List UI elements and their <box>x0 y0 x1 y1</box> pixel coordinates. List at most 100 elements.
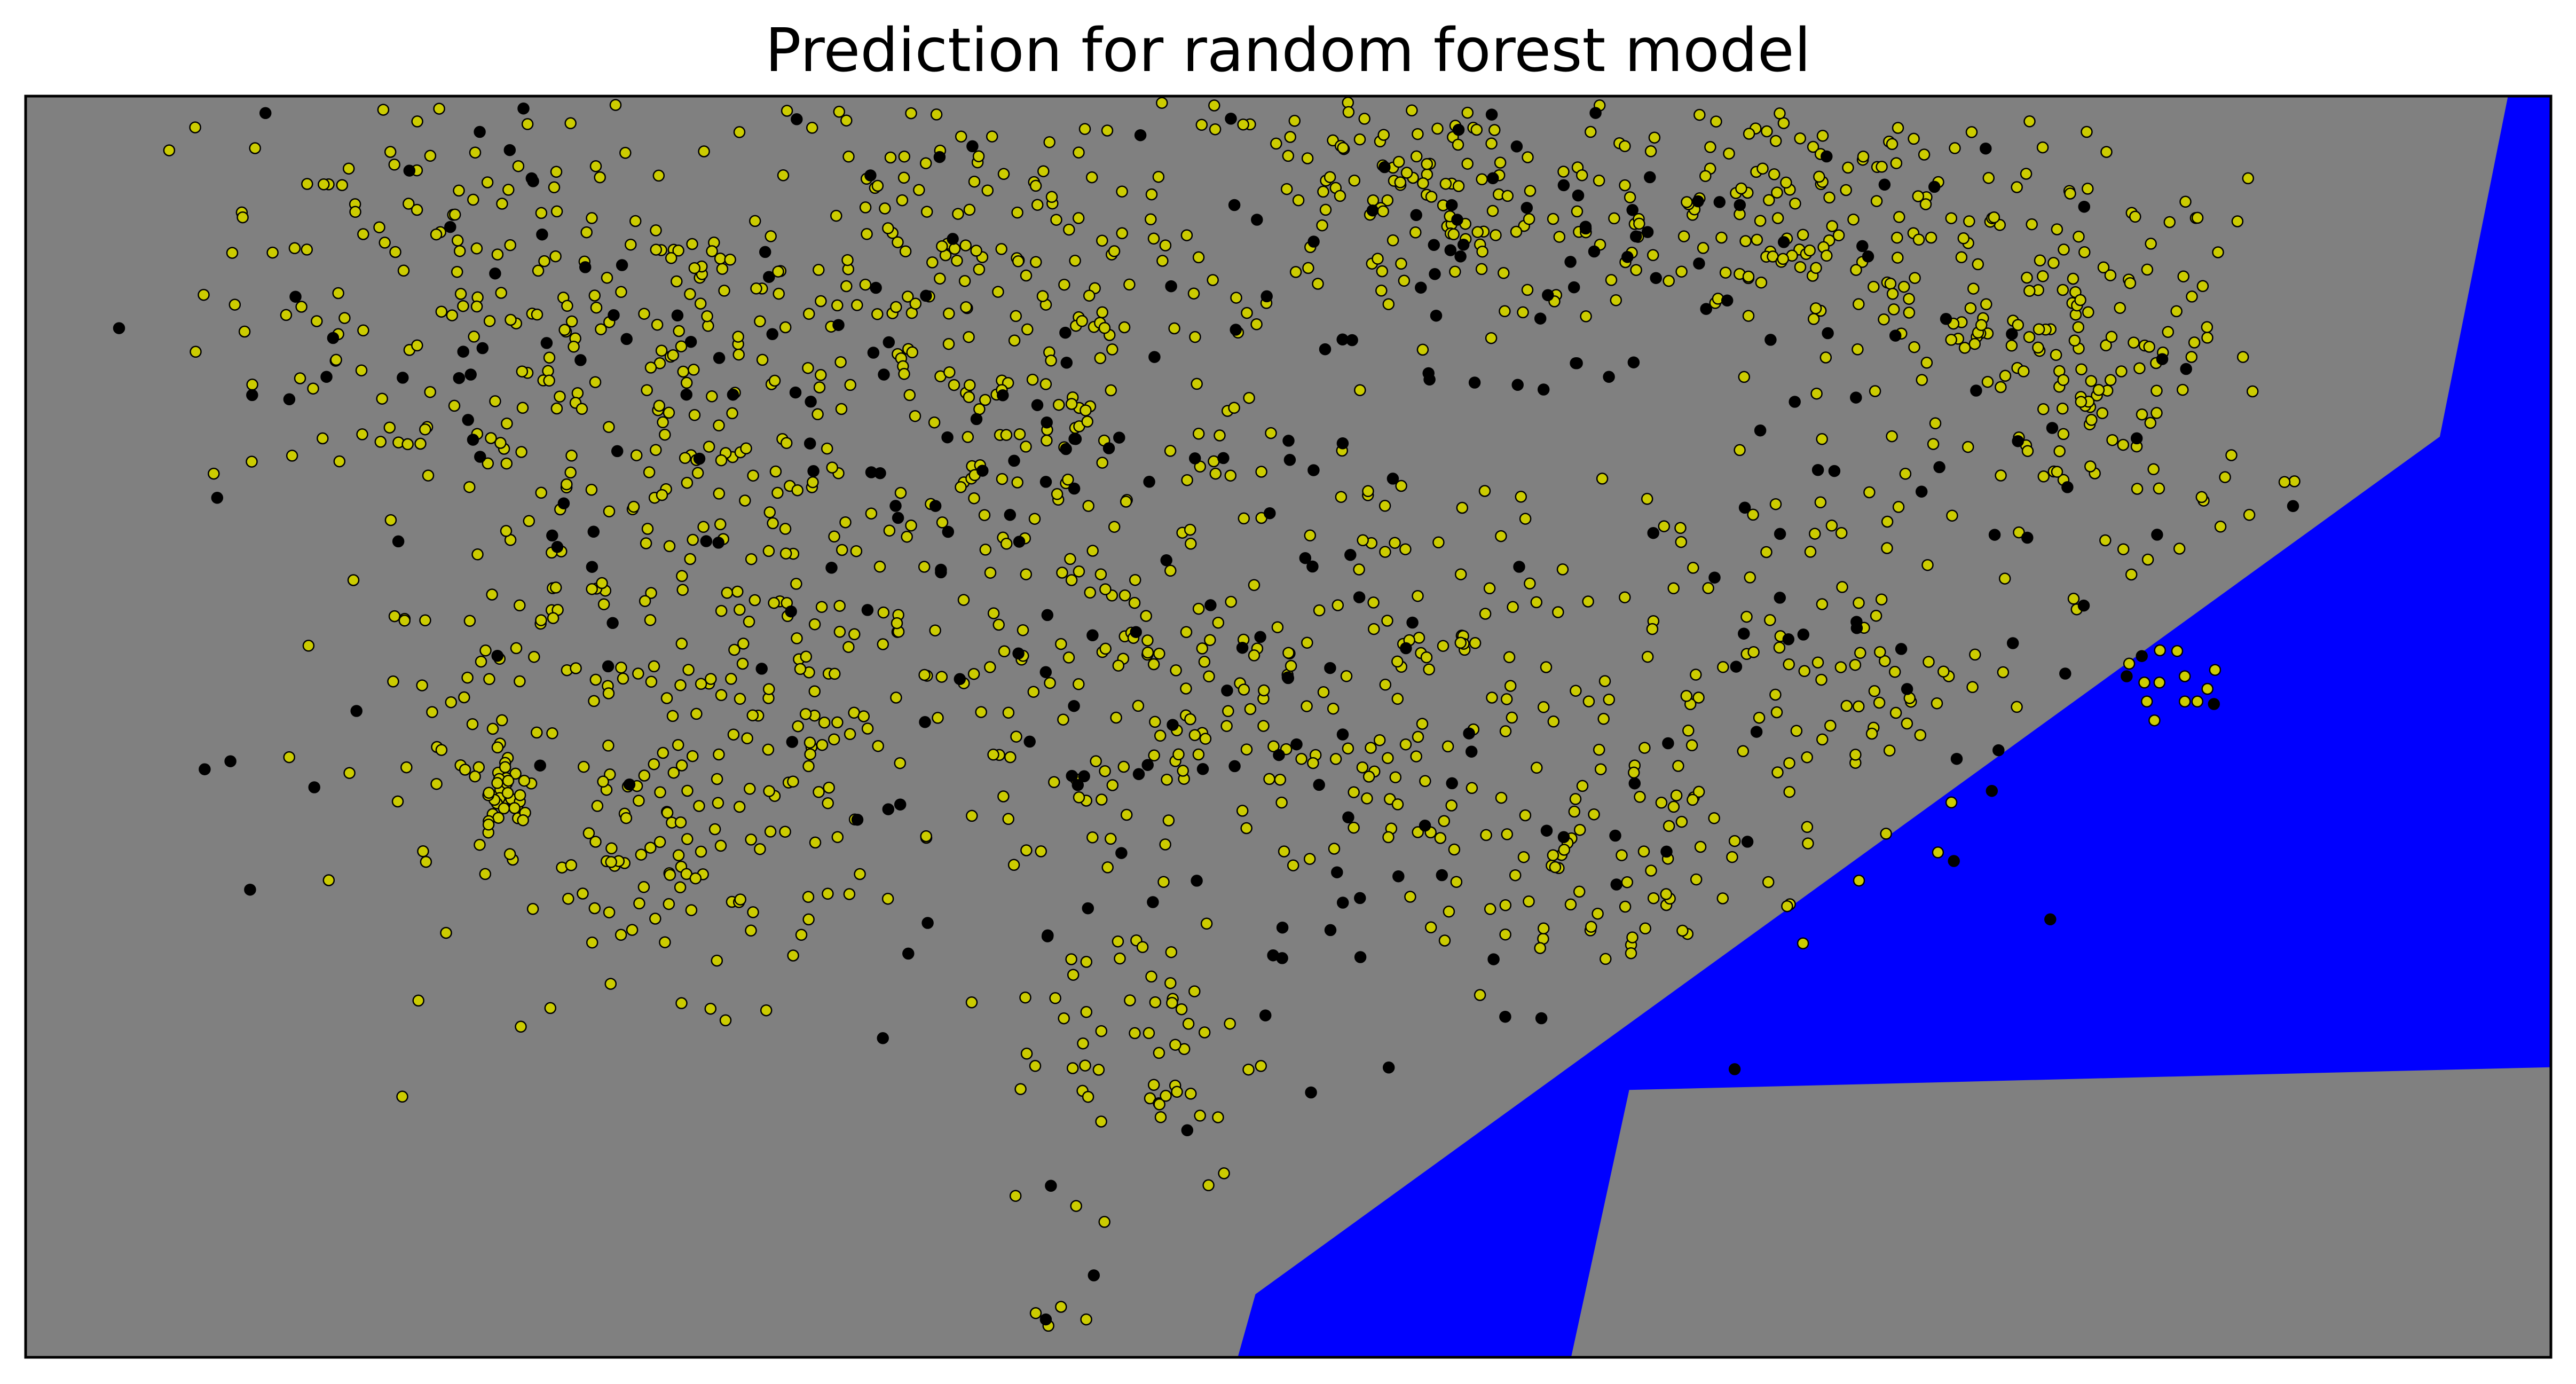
data-point-series-1 <box>693 452 706 465</box>
data-point-series-1 <box>920 289 932 302</box>
data-point-series-0 <box>787 775 799 788</box>
data-point-series-0 <box>972 150 985 162</box>
data-point-series-0 <box>1672 760 1684 772</box>
data-point-series-0 <box>1184 713 1196 726</box>
data-point-series-0 <box>479 644 492 657</box>
data-point-series-0 <box>728 643 740 656</box>
data-point-series-0 <box>2011 181 2023 193</box>
data-point-series-0 <box>1667 800 1680 813</box>
data-point-series-0 <box>1534 942 1546 954</box>
data-point-series-0 <box>333 455 346 468</box>
data-point-series-0 <box>1391 693 1404 705</box>
data-point-series-0 <box>1162 814 1175 827</box>
data-point-series-0 <box>688 262 701 274</box>
data-point-series-0 <box>1011 476 1023 489</box>
data-point-series-0 <box>637 881 650 893</box>
data-point-series-0 <box>2013 526 2025 539</box>
data-point-series-0 <box>625 238 637 251</box>
data-point-series-0 <box>1011 206 1023 219</box>
data-point-series-0 <box>823 781 835 794</box>
data-point-series-0 <box>550 166 563 178</box>
data-point-series-1 <box>2061 481 2074 493</box>
data-point-series-0 <box>672 849 685 862</box>
data-point-series-0 <box>503 848 516 860</box>
data-point-series-0 <box>1573 885 1586 898</box>
data-point-series-0 <box>1868 685 1881 697</box>
data-point-series-0 <box>815 369 827 381</box>
data-point-series-0 <box>1099 642 1112 655</box>
data-point-series-0 <box>1045 355 1057 367</box>
data-point-series-0 <box>1903 293 1915 305</box>
data-point-series-0 <box>2050 349 2062 361</box>
data-point-series-0 <box>596 577 608 589</box>
data-point-series-1 <box>474 451 486 463</box>
data-point-series-0 <box>650 224 662 237</box>
data-point-series-0 <box>1972 258 1984 271</box>
data-point-series-0 <box>1381 194 1394 207</box>
data-point-series-1 <box>1415 281 1427 294</box>
data-point-series-0 <box>1166 996 1178 1009</box>
data-point-series-1 <box>1454 250 1467 263</box>
data-point-series-0 <box>1404 891 1416 903</box>
data-point-series-1 <box>803 437 816 450</box>
data-point-series-0 <box>762 683 775 695</box>
data-point-series-0 <box>1675 536 1688 548</box>
data-point-series-0 <box>531 308 543 321</box>
data-point-series-0 <box>1203 670 1215 683</box>
data-point-series-0 <box>749 215 761 227</box>
data-point-series-1 <box>713 352 726 364</box>
data-point-series-0 <box>905 519 917 532</box>
data-point-series-1 <box>1862 250 1874 263</box>
data-point-series-1 <box>1336 897 1349 909</box>
data-point-series-0 <box>515 446 527 458</box>
data-point-series-0 <box>1879 655 1891 667</box>
data-point-series-0 <box>605 856 617 868</box>
data-point-series-1 <box>1410 209 1422 222</box>
data-point-series-0 <box>1375 285 1388 297</box>
data-point-series-1 <box>546 529 558 542</box>
data-point-series-0 <box>1225 595 1237 608</box>
data-point-series-0 <box>689 872 702 885</box>
data-point-series-0 <box>1886 288 1899 300</box>
data-point-series-0 <box>602 740 615 752</box>
data-point-series-0 <box>765 230 777 242</box>
data-point-series-0 <box>1988 211 2000 224</box>
data-point-series-0 <box>807 476 819 489</box>
data-point-series-0 <box>2162 326 2175 338</box>
data-point-series-1 <box>327 332 340 344</box>
data-point-series-0 <box>734 693 746 705</box>
data-point-series-0 <box>1058 1012 1070 1025</box>
data-point-series-1 <box>1693 257 1705 270</box>
data-point-series-1 <box>954 673 966 686</box>
data-point-series-0 <box>732 331 744 343</box>
data-point-series-0 <box>684 553 696 565</box>
data-point-series-0 <box>1282 150 1295 162</box>
data-point-series-0 <box>1821 249 1833 262</box>
data-point-series-0 <box>1810 387 1823 400</box>
data-point-series-0 <box>1116 227 1128 240</box>
data-point-series-1 <box>557 497 570 509</box>
data-point-series-1 <box>2046 422 2059 434</box>
data-point-series-0 <box>1553 231 1566 243</box>
data-point-series-0 <box>1699 170 1712 182</box>
data-point-series-0 <box>1918 148 1931 161</box>
data-point-series-0 <box>1086 545 1099 557</box>
data-point-series-0 <box>1479 608 1492 620</box>
data-point-series-0 <box>1353 133 1366 146</box>
data-point-series-0 <box>1647 892 1660 905</box>
data-point-series-0 <box>1020 1048 1033 1060</box>
data-point-series-1 <box>620 333 633 345</box>
data-point-series-0 <box>246 455 258 468</box>
data-point-series-1 <box>864 169 877 182</box>
data-point-series-0 <box>1975 319 1988 332</box>
data-point-series-0 <box>2124 277 2137 289</box>
data-point-series-0 <box>1878 313 1890 326</box>
data-point-series-1 <box>1609 829 1621 842</box>
data-point-series-0 <box>1082 1090 1094 1103</box>
data-point-series-0 <box>804 748 816 760</box>
data-point-series-0 <box>1470 123 1483 136</box>
data-point-series-0 <box>1181 474 1193 486</box>
data-point-series-0 <box>604 978 617 990</box>
data-point-series-0 <box>1180 682 1192 695</box>
data-point-series-0 <box>1582 595 1594 608</box>
